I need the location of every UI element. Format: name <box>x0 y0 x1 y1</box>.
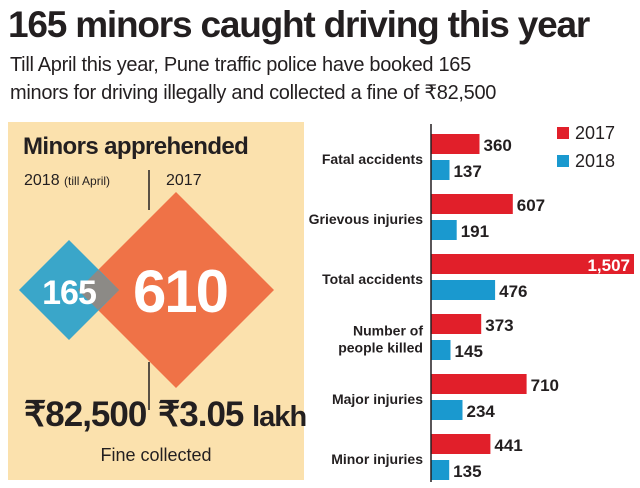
legend-swatch-2017 <box>557 127 569 139</box>
minors-diamonds-graphic: 165 610 <box>19 170 274 410</box>
value-label-2017: 607 <box>517 196 545 215</box>
bar-2017 <box>431 314 482 334</box>
value-label-2017: 441 <box>494 436 522 455</box>
legend-swatch-2018 <box>557 155 569 167</box>
bar-2018 <box>431 160 450 180</box>
year-2018-label: 2018 (till April) <box>24 172 110 190</box>
fine-2017-amount: ₹3.05 <box>158 395 244 434</box>
value-label-2018: 135 <box>453 462 481 481</box>
bar-2018 <box>431 280 496 300</box>
diamond-2017 <box>78 192 274 388</box>
category-label: Number of <box>353 323 423 339</box>
fine-2017: ₹3.05 lakh <box>158 394 307 438</box>
bar-2017 <box>431 434 491 454</box>
bar-2017 <box>431 254 634 274</box>
year-2017-label: 2017 <box>166 172 202 189</box>
subheadline-line-1: Till April this year, Pune traffic polic… <box>10 54 471 76</box>
minors-apprehended-panel: Minors apprehended 2018 (till April) 201… <box>8 122 307 480</box>
value-label-2018: 145 <box>455 342 483 361</box>
legend-item-2018: 2018 <box>557 150 637 172</box>
value-label-2017: 373 <box>485 316 513 335</box>
bar-2017 <box>431 194 513 214</box>
value-label-2018: 191 <box>461 222 489 241</box>
panel-title: Minors apprehended <box>23 133 249 160</box>
diamond-overlap <box>78 270 119 310</box>
value-label-2017: 710 <box>531 376 559 395</box>
count-2018: 165 <box>42 274 96 312</box>
count-2017: 610 <box>133 258 227 325</box>
value-label-2017: 360 <box>483 136 511 155</box>
legend-item-2017: 2017 <box>557 122 637 144</box>
fine-2018: ₹82,500 <box>24 395 147 434</box>
category-label: Minor injuries <box>331 451 423 467</box>
fine-collected-label: Fine collected <box>100 445 212 465</box>
bar-2017 <box>431 374 527 394</box>
legend-label-2018: 2018 <box>575 151 616 171</box>
bar-2017 <box>431 134 480 154</box>
bar-2018 <box>431 460 450 480</box>
category-label: Major injuries <box>332 391 423 407</box>
legend-label-2017: 2017 <box>575 123 616 143</box>
fine-2017-unit: lakh <box>252 401 307 433</box>
bar-2018 <box>431 340 451 360</box>
bar-2018 <box>431 400 463 420</box>
value-label-2018: 137 <box>453 162 481 181</box>
headline: 165 minors caught driving this year <box>8 4 590 45</box>
category-label: Total accidents <box>322 271 423 287</box>
diamond-2018 <box>19 240 119 340</box>
value-label-2018: 234 <box>467 402 496 421</box>
subheadline-line-2: minors for driving illegally and collect… <box>10 82 497 104</box>
year-2018-note: (till April) <box>64 174 111 188</box>
category-label: Fatal accidents <box>322 151 423 167</box>
category-label: Grievous injuries <box>309 211 424 227</box>
value-label-2018: 476 <box>499 282 527 301</box>
year-2018: 2018 <box>24 172 60 189</box>
bar-2018 <box>431 220 457 240</box>
category-label: people killed <box>338 340 423 356</box>
value-label-2017: 1,507 <box>587 256 630 275</box>
